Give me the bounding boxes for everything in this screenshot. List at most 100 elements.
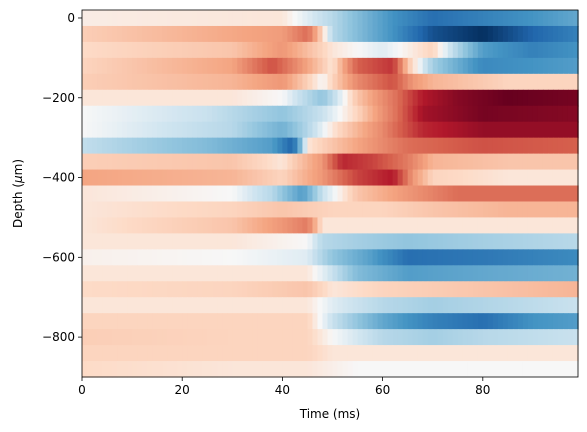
heatmap-cell xyxy=(567,137,574,155)
heatmap-cell xyxy=(202,105,208,123)
heatmap-cell xyxy=(137,313,143,330)
heatmap-cell xyxy=(497,201,504,219)
heatmap-cell xyxy=(247,185,253,203)
heatmap-cell xyxy=(407,57,414,75)
heatmap-cell xyxy=(92,10,98,27)
heatmap-cell xyxy=(232,105,238,123)
heatmap-cell xyxy=(312,329,319,346)
heatmap-cell xyxy=(547,329,554,346)
heatmap-cell xyxy=(367,281,374,298)
heatmap-cell xyxy=(212,137,218,155)
heatmap-cell xyxy=(532,313,539,330)
heatmap-cell xyxy=(452,281,459,298)
heatmap-cell xyxy=(162,281,168,298)
heatmap-cell xyxy=(232,185,238,203)
heatmap-cell xyxy=(432,201,439,219)
heatmap-cell xyxy=(377,249,384,266)
heatmap-cell xyxy=(117,249,123,266)
heatmap-cell xyxy=(232,73,238,91)
heatmap-cell xyxy=(172,153,178,171)
heatmap-cell xyxy=(417,281,424,298)
heatmap-cell xyxy=(327,153,334,171)
heatmap-cell xyxy=(382,73,389,91)
heatmap-cell xyxy=(127,233,133,250)
heatmap-cell xyxy=(227,185,233,203)
heatmap-cell xyxy=(432,249,439,266)
heatmap-cell xyxy=(467,153,474,171)
heatmap-cell xyxy=(327,313,334,330)
heatmap-cell xyxy=(517,137,524,155)
heatmap-cell xyxy=(372,169,379,187)
heatmap-cell xyxy=(497,233,504,250)
heatmap-cell xyxy=(162,10,168,27)
heatmap-cell xyxy=(142,105,148,123)
heatmap-cell xyxy=(162,249,168,266)
heatmap-cell xyxy=(222,281,228,298)
heatmap-cell xyxy=(262,201,268,219)
heatmap-cell xyxy=(537,41,544,59)
heatmap-cell xyxy=(432,41,439,59)
heatmap-cell xyxy=(512,185,519,203)
heatmap-cell xyxy=(357,281,364,298)
heatmap-cell xyxy=(282,153,289,171)
heatmap-cell xyxy=(557,297,564,314)
heatmap-cell xyxy=(187,169,193,187)
heatmap-cell xyxy=(162,89,168,107)
heatmap-cell xyxy=(412,313,419,330)
heatmap-cell xyxy=(197,313,203,330)
heatmap-cell xyxy=(187,73,193,91)
heatmap-cell xyxy=(382,57,389,75)
heatmap-cell xyxy=(92,25,98,43)
heatmap-cell xyxy=(242,201,248,219)
heatmap-cell xyxy=(257,153,263,171)
heatmap-cell xyxy=(277,121,283,139)
heatmap-cell xyxy=(437,201,444,219)
heatmap-cell xyxy=(137,41,143,59)
heatmap-cell xyxy=(267,297,273,314)
heatmap-cell xyxy=(217,105,223,123)
heatmap-cell xyxy=(252,41,258,59)
heatmap-cell xyxy=(567,89,574,107)
heatmap-cell xyxy=(397,201,404,219)
heatmap-cell xyxy=(557,73,564,91)
heatmap-cell xyxy=(452,249,459,266)
heatmap-cell xyxy=(137,217,143,234)
heatmap-cell xyxy=(562,169,569,187)
heatmap-cell xyxy=(542,153,549,171)
heatmap-cell xyxy=(402,329,409,346)
heatmap-cell xyxy=(477,41,484,59)
heatmap-cell xyxy=(332,153,339,171)
heatmap-cell xyxy=(497,89,504,107)
heatmap-cell xyxy=(557,345,564,362)
heatmap-cell xyxy=(237,121,243,139)
heatmap-cell xyxy=(237,153,243,171)
heatmap-cell xyxy=(397,121,404,139)
heatmap-cell xyxy=(457,249,464,266)
heatmap-cell xyxy=(377,361,384,378)
heatmap-cell xyxy=(407,73,414,91)
heatmap-cell xyxy=(292,121,299,139)
heatmap-cell xyxy=(467,41,474,59)
heatmap-cell xyxy=(307,25,314,43)
heatmap-cell xyxy=(202,41,208,59)
heatmap-cell xyxy=(372,249,379,266)
heatmap-cell xyxy=(117,233,123,250)
heatmap-cell xyxy=(552,281,559,298)
heatmap-cell xyxy=(142,361,148,378)
heatmap-cell xyxy=(547,249,554,266)
heatmap-cell xyxy=(152,121,158,139)
heatmap-cell xyxy=(297,249,304,266)
heatmap-cell xyxy=(352,265,359,282)
heatmap-cell xyxy=(547,89,554,107)
heatmap-cell xyxy=(412,185,419,203)
heatmap-cell xyxy=(267,201,273,219)
heatmap-cell xyxy=(497,345,504,362)
heatmap-cell xyxy=(477,361,484,378)
heatmap-cell xyxy=(282,10,289,27)
heatmap-cell xyxy=(272,153,278,171)
heatmap-cell xyxy=(357,313,364,330)
heatmap-cell xyxy=(202,361,208,378)
heatmap-cell xyxy=(322,345,329,362)
heatmap-cell xyxy=(267,105,273,123)
heatmap-cell xyxy=(152,41,158,59)
